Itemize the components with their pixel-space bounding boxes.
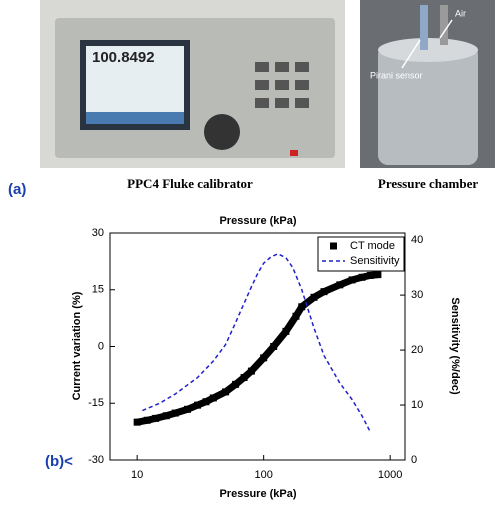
marker bbox=[336, 281, 344, 289]
marker bbox=[310, 293, 318, 301]
y-tick-label: -15 bbox=[88, 397, 104, 409]
marker bbox=[320, 288, 328, 296]
screen-reading: 100.8492 bbox=[92, 49, 155, 66]
marker bbox=[171, 409, 179, 417]
marker bbox=[162, 412, 170, 420]
x-tick-label: 1000 bbox=[378, 469, 402, 481]
marker bbox=[209, 394, 217, 402]
marker bbox=[202, 398, 210, 406]
x-tick-label: 10 bbox=[131, 469, 143, 481]
marker bbox=[282, 327, 290, 335]
y-axis-label: Current variation (%) bbox=[71, 291, 83, 400]
y2-tick-label: 10 bbox=[411, 399, 423, 411]
chart-title: Pressure (kPa) bbox=[219, 215, 296, 227]
y-tick-label: -30 bbox=[88, 454, 104, 466]
marker bbox=[298, 303, 306, 311]
y2-axis-label: Sensitivity (%/dec) bbox=[449, 297, 461, 395]
marker bbox=[194, 401, 202, 409]
y2-tick-label: 0 bbox=[411, 454, 417, 466]
x-tick-label: 100 bbox=[254, 469, 272, 481]
y2-tick-label: 30 bbox=[411, 289, 423, 301]
chamber-photo: Air Pirani sensor bbox=[360, 0, 495, 168]
marker bbox=[358, 273, 366, 281]
y-tick-label: 15 bbox=[92, 284, 104, 296]
marker bbox=[143, 416, 151, 424]
marker bbox=[367, 271, 375, 279]
marker bbox=[133, 418, 141, 426]
marker bbox=[374, 271, 382, 279]
marker bbox=[183, 405, 191, 413]
marker bbox=[240, 374, 248, 382]
annotation: Air bbox=[455, 8, 466, 18]
photo-caption: PPC4 Fluke calibrator bbox=[127, 176, 253, 191]
y-tick-label: 0 bbox=[98, 340, 104, 352]
marker bbox=[232, 380, 240, 388]
photo-caption: Pressure chamber bbox=[378, 176, 478, 191]
y2-tick-label: 20 bbox=[411, 344, 423, 356]
marker bbox=[292, 312, 300, 320]
marker bbox=[247, 367, 255, 375]
calibrator-photo: 100.8492 bbox=[40, 0, 345, 168]
marker bbox=[348, 276, 356, 284]
x-axis-label: Pressure (kPa) bbox=[219, 488, 296, 500]
legend-marker bbox=[330, 242, 337, 250]
legend-label: CT mode bbox=[350, 240, 395, 252]
series-line bbox=[136, 271, 379, 426]
marker bbox=[270, 343, 278, 350]
panel-label: (b)< bbox=[45, 453, 73, 470]
legend-label: Sensitivity bbox=[350, 255, 400, 267]
annotation: Pirani sensor bbox=[370, 70, 423, 80]
panel-label: (a) bbox=[8, 181, 26, 198]
y-tick-label: 30 bbox=[92, 227, 104, 239]
marker bbox=[152, 414, 160, 422]
series-line bbox=[142, 253, 372, 433]
marker bbox=[222, 388, 230, 396]
y2-tick-label: 40 bbox=[411, 234, 423, 246]
marker bbox=[260, 354, 268, 362]
